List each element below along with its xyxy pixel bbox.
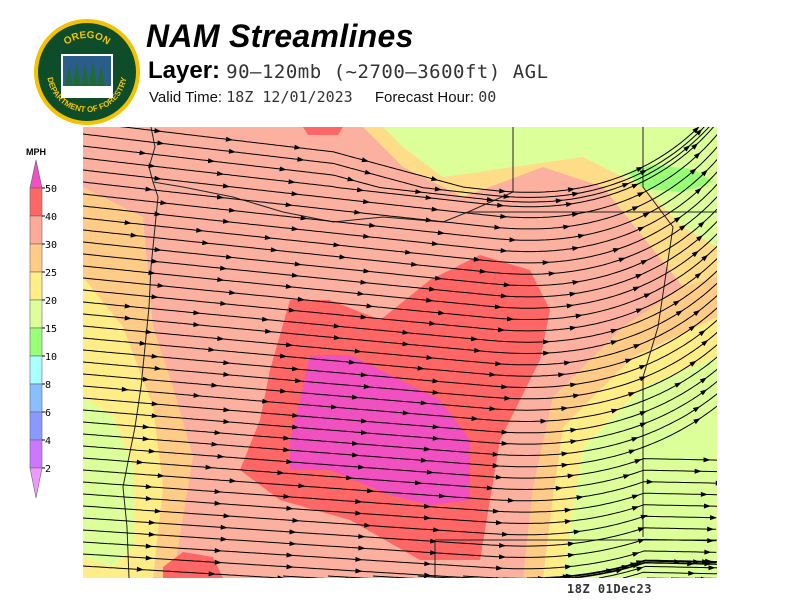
legend-tick-label: 4 [45, 436, 51, 447]
legend-swatch [30, 300, 42, 328]
valid-time-stamp: 18Z 01Dec23 [567, 582, 652, 596]
forecast-hour-label: Forecast Hour: [375, 89, 474, 106]
streamline-map [83, 127, 717, 578]
legend-swatch [30, 328, 42, 356]
legend-tick-label: 6 [45, 408, 51, 419]
layer-label: Layer: [148, 57, 220, 84]
legend-over-arrow [30, 160, 42, 188]
valid-time-label: Valid Time: [149, 89, 222, 106]
legend-swatch [30, 412, 42, 440]
legend-tick-label: 50 [45, 184, 57, 195]
legend-unit: MPH [26, 147, 46, 157]
streamline-arrowhead [716, 481, 717, 486]
legend-swatch [30, 272, 42, 300]
red-spot-top [303, 127, 343, 135]
chart-title: NAM Streamlines [146, 18, 414, 55]
valid-time-value: 18Z 12/01/2023 [226, 88, 352, 106]
layer-value: 90–120mb (~2700–3600ft) AGL [226, 61, 548, 83]
legend-swatch [30, 384, 42, 412]
legend-swatch [30, 440, 42, 468]
legend-tick-label: 25 [45, 268, 57, 279]
legend-tick-label: 40 [45, 212, 57, 223]
legend-tick-label: 20 [45, 296, 57, 307]
legend-tick-label: 10 [45, 352, 57, 363]
layer-info: Layer: 90–120mb (~2700–3600ft) AGL [148, 57, 549, 85]
legend-swatch [30, 244, 42, 272]
legend-tick-label: 2 [45, 464, 51, 475]
legend-swatch [30, 188, 42, 216]
oregon-department-of-forestry-logo: OREGON DEPARTMENT OF FORESTRY [33, 18, 141, 126]
legend-under-arrow [30, 468, 42, 498]
valid-time-info: Valid Time: 18Z 12/01/2023 Forecast Hour… [149, 88, 496, 106]
legend-tick-label: 30 [45, 240, 57, 251]
forecast-hour-value: 00 [478, 88, 496, 106]
wind-speed-colorbar: MPH 50 40 30 25 20 15 10 8 6 4 2 [0, 140, 80, 510]
legend-swatch [30, 216, 42, 244]
legend-tick-label: 15 [45, 324, 57, 335]
legend-swatch [30, 356, 42, 384]
legend-tick-label: 8 [45, 380, 51, 391]
